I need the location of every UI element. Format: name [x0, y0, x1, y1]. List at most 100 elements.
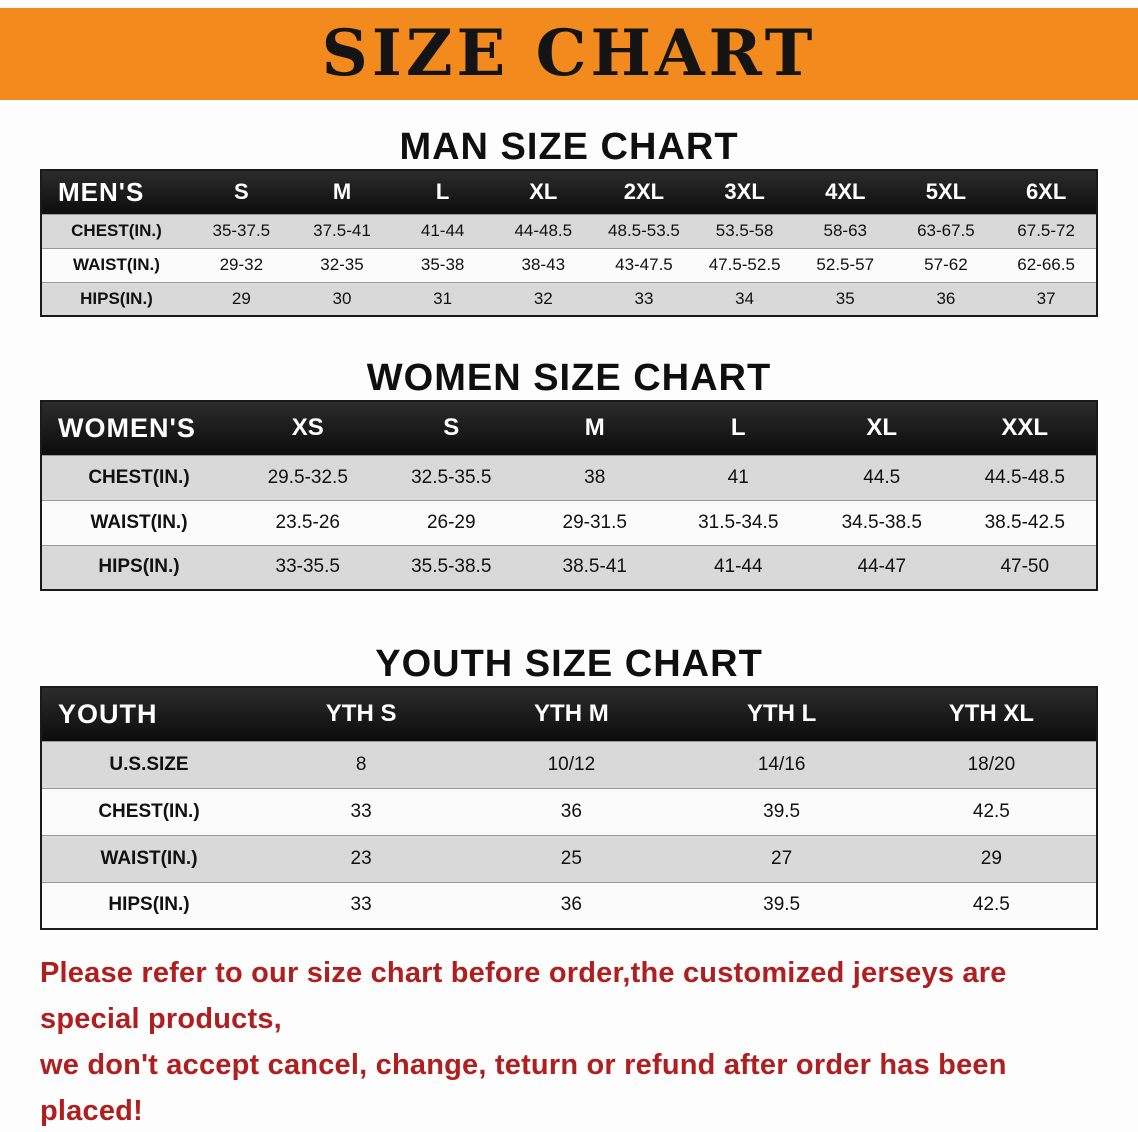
size-column-header: YTH XL — [886, 687, 1097, 741]
size-value-cell: 43-47.5 — [615, 255, 673, 274]
size-value-cell: 58-63 — [823, 221, 867, 240]
table-header-row: YOUTH YTH S YTH M YTH L YTH XL — [41, 687, 1097, 741]
size-value-cell: 48.5-53.5 — [608, 221, 680, 240]
table-title-cell: YOUTH — [41, 687, 256, 741]
size-column-header: L — [392, 170, 493, 214]
size-column-header: 4XL — [794, 170, 896, 214]
row-label: CHEST(IN.) — [98, 800, 200, 822]
size-column-header: S — [379, 401, 523, 455]
size-column-header: L — [666, 401, 810, 455]
disclaimer-line-2: we don't accept cancel, change, teturn o… — [40, 1049, 1007, 1127]
measurement-row: HIPS(IN.) 29 30 31 32 33 34 35 36 37 — [41, 282, 1097, 316]
size-value-cell: 33 — [350, 894, 372, 916]
size-value-cell: 23 — [350, 847, 372, 869]
table-header-row: MEN'S S M L XL 2XL 3XL 4XL 5XL 6XL — [41, 170, 1097, 214]
size-value-cell: 44.5-48.5 — [984, 466, 1065, 488]
size-value-cell: 35-37.5 — [212, 221, 271, 240]
size-column-header: S — [191, 170, 292, 214]
size-value-cell: 34.5-38.5 — [841, 511, 922, 533]
women-size-table: WOMEN'S XS S M L XL XXL CHEST(IN.) 29.5-32.5 32.5… — [40, 400, 1098, 591]
order-disclaimer: Please refer to our size chart before or… — [0, 950, 1138, 1132]
measurement-row: WAIST(IN.) 23.5-26 26-29 29-31.5 31.5-34.5 34… — [41, 500, 1097, 545]
size-column-header: 2XL — [593, 170, 695, 214]
size-value-cell: 32.5-35.5 — [411, 466, 492, 488]
size-value-cell: 37.5-41 — [313, 221, 371, 240]
size-value-cell: 36 — [560, 800, 582, 822]
size-value-cell: 38 — [584, 466, 606, 488]
size-value-cell: 32-35 — [320, 255, 364, 274]
size-value-cell: 41 — [727, 466, 749, 488]
size-value-cell: 29-32 — [219, 255, 264, 274]
size-value-cell: 36 — [936, 288, 956, 308]
page-title: SIZE CHART — [321, 16, 817, 91]
size-value-cell: 23.5-26 — [275, 511, 340, 533]
size-column-header: 3XL — [694, 170, 795, 214]
size-value-cell: 41-44 — [713, 556, 763, 578]
size-column-header: YTH M — [466, 687, 677, 741]
measurement-row: HIPS(IN.) 33-35.5 35.5-38.5 38.5-41 41-44 44-… — [41, 545, 1097, 590]
row-label: HIPS(IN.) — [108, 894, 190, 916]
size-value-cell: 44-48.5 — [514, 221, 573, 240]
size-value-cell: 36 — [560, 894, 582, 916]
size-column-header: YTH L — [676, 687, 887, 741]
size-column-header: 5XL — [895, 170, 997, 214]
row-label: WAIST(IN.) — [90, 511, 188, 533]
measurement-row: CHEST(IN.) 33 36 39.5 42.5 — [41, 788, 1097, 835]
men-size-section: MAN SIZE CHART MEN'S S M L XL 2XL 3XL 4XL 5XL 6XL… — [0, 126, 1138, 317]
size-column-header: XL — [492, 170, 594, 214]
row-label: WAIST(IN.) — [100, 847, 198, 869]
disclaimer-line-1: Please refer to our size chart before or… — [40, 957, 1007, 1035]
measurement-row: WAIST(IN.) 29-32 32-35 35-38 38-43 43-47.5 47.… — [41, 248, 1097, 282]
size-value-cell: 42.5 — [972, 800, 1010, 822]
size-value-cell: 35 — [835, 288, 855, 308]
size-value-cell: 39.5 — [763, 800, 801, 822]
men-section-heading: MAN SIZE CHART — [399, 126, 739, 168]
size-column-header: XL — [810, 401, 954, 455]
size-value-cell: 44.5 — [863, 466, 901, 488]
size-value-cell: 39.5 — [763, 894, 801, 916]
size-value-cell: 53.5-58 — [715, 221, 774, 240]
size-column-header: M — [291, 170, 393, 214]
size-value-cell: 33 — [350, 800, 372, 822]
table-title-cell: MEN'S — [41, 170, 191, 214]
size-value-cell: 26-29 — [426, 511, 476, 533]
size-value-cell: 62-66.5 — [1017, 255, 1075, 274]
table-header-row: WOMEN'S XS S M L XL XXL — [41, 401, 1097, 455]
row-label: CHEST(IN.) — [88, 466, 190, 488]
women-size-section: WOMEN SIZE CHART WOMEN'S XS S M L XL XXL CHEST(… — [0, 357, 1138, 591]
size-value-cell: 27 — [771, 847, 793, 869]
size-value-cell: 35.5-38.5 — [411, 556, 492, 578]
measurement-row: CHEST(IN.) 29.5-32.5 32.5-35.5 38 41 44.5 44.5… — [41, 455, 1097, 500]
table-title-cell: WOMEN'S — [41, 401, 236, 455]
size-value-cell: 33 — [634, 288, 654, 308]
size-value-cell: 33-35.5 — [275, 556, 340, 578]
size-value-cell: 34 — [735, 288, 755, 308]
size-value-cell: 29 — [231, 288, 251, 308]
size-value-cell: 14/16 — [757, 753, 806, 775]
row-label: HIPS(IN.) — [80, 288, 153, 308]
youth-size-section: YOUTH SIZE CHART YOUTH YTH S YTH M YTH L YTH… — [0, 643, 1138, 930]
size-value-cell: 25 — [560, 847, 582, 869]
measurement-row: CHEST(IN.) 35-37.5 37.5-41 41-44 44-48.5 48.5… — [41, 214, 1097, 248]
size-value-cell: 41-44 — [420, 221, 465, 240]
size-value-cell: 8 — [355, 753, 367, 775]
size-column-header: XXL — [953, 401, 1097, 455]
youth-size-table: YOUTH YTH S YTH M YTH L YTH XL U.S.SIZE 8 10/12… — [40, 686, 1098, 930]
size-value-cell: 52.5-57 — [816, 255, 875, 274]
row-label: U.S.SIZE — [109, 753, 189, 775]
size-value-cell: 29 — [980, 847, 1002, 869]
size-value-cell: 47.5-52.5 — [708, 255, 781, 274]
row-label: HIPS(IN.) — [98, 556, 180, 578]
size-value-cell: 32 — [533, 288, 553, 308]
size-value-cell: 29.5-32.5 — [267, 466, 348, 488]
size-value-cell: 18/20 — [967, 753, 1016, 775]
size-column-header: YTH S — [256, 687, 467, 741]
women-section-heading: WOMEN SIZE CHART — [366, 357, 772, 399]
size-value-cell: 38-43 — [521, 255, 566, 274]
size-chart-banner: SIZE CHART — [0, 8, 1138, 100]
size-value-cell: 47-50 — [1000, 556, 1050, 578]
size-value-cell: 38.5-41 — [562, 556, 627, 578]
measurement-row: HIPS(IN.) 33 36 39.5 42.5 — [41, 882, 1097, 929]
size-value-cell: 31 — [433, 288, 453, 308]
